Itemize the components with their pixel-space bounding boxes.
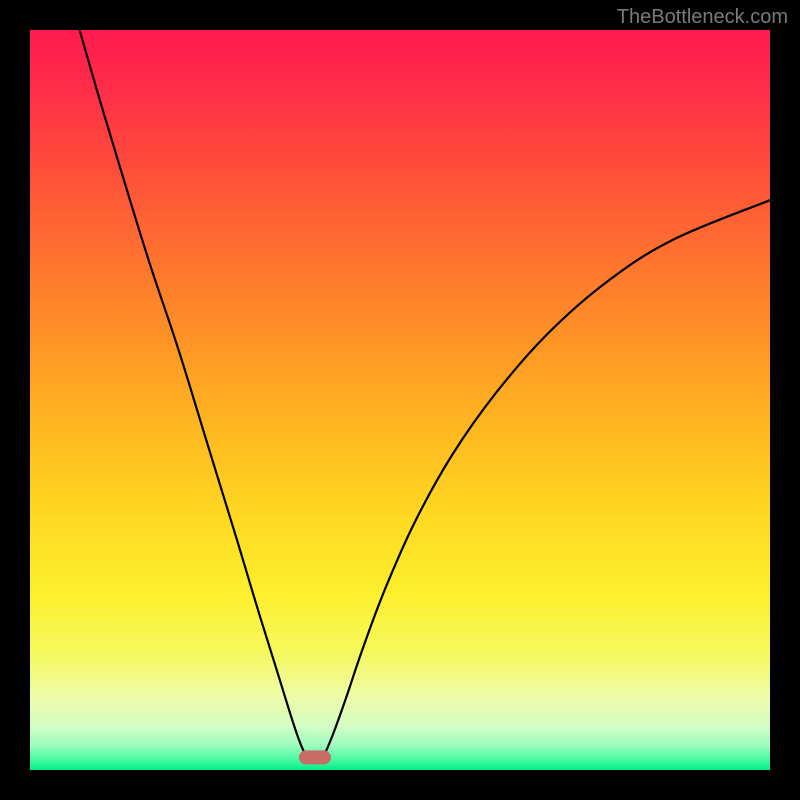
chart-svg (0, 0, 800, 800)
watermark-text: TheBottleneck.com (617, 6, 788, 29)
plot-background (30, 30, 770, 770)
bottleneck-chart: TheBottleneck.com (0, 0, 800, 800)
optimal-marker (299, 750, 331, 764)
